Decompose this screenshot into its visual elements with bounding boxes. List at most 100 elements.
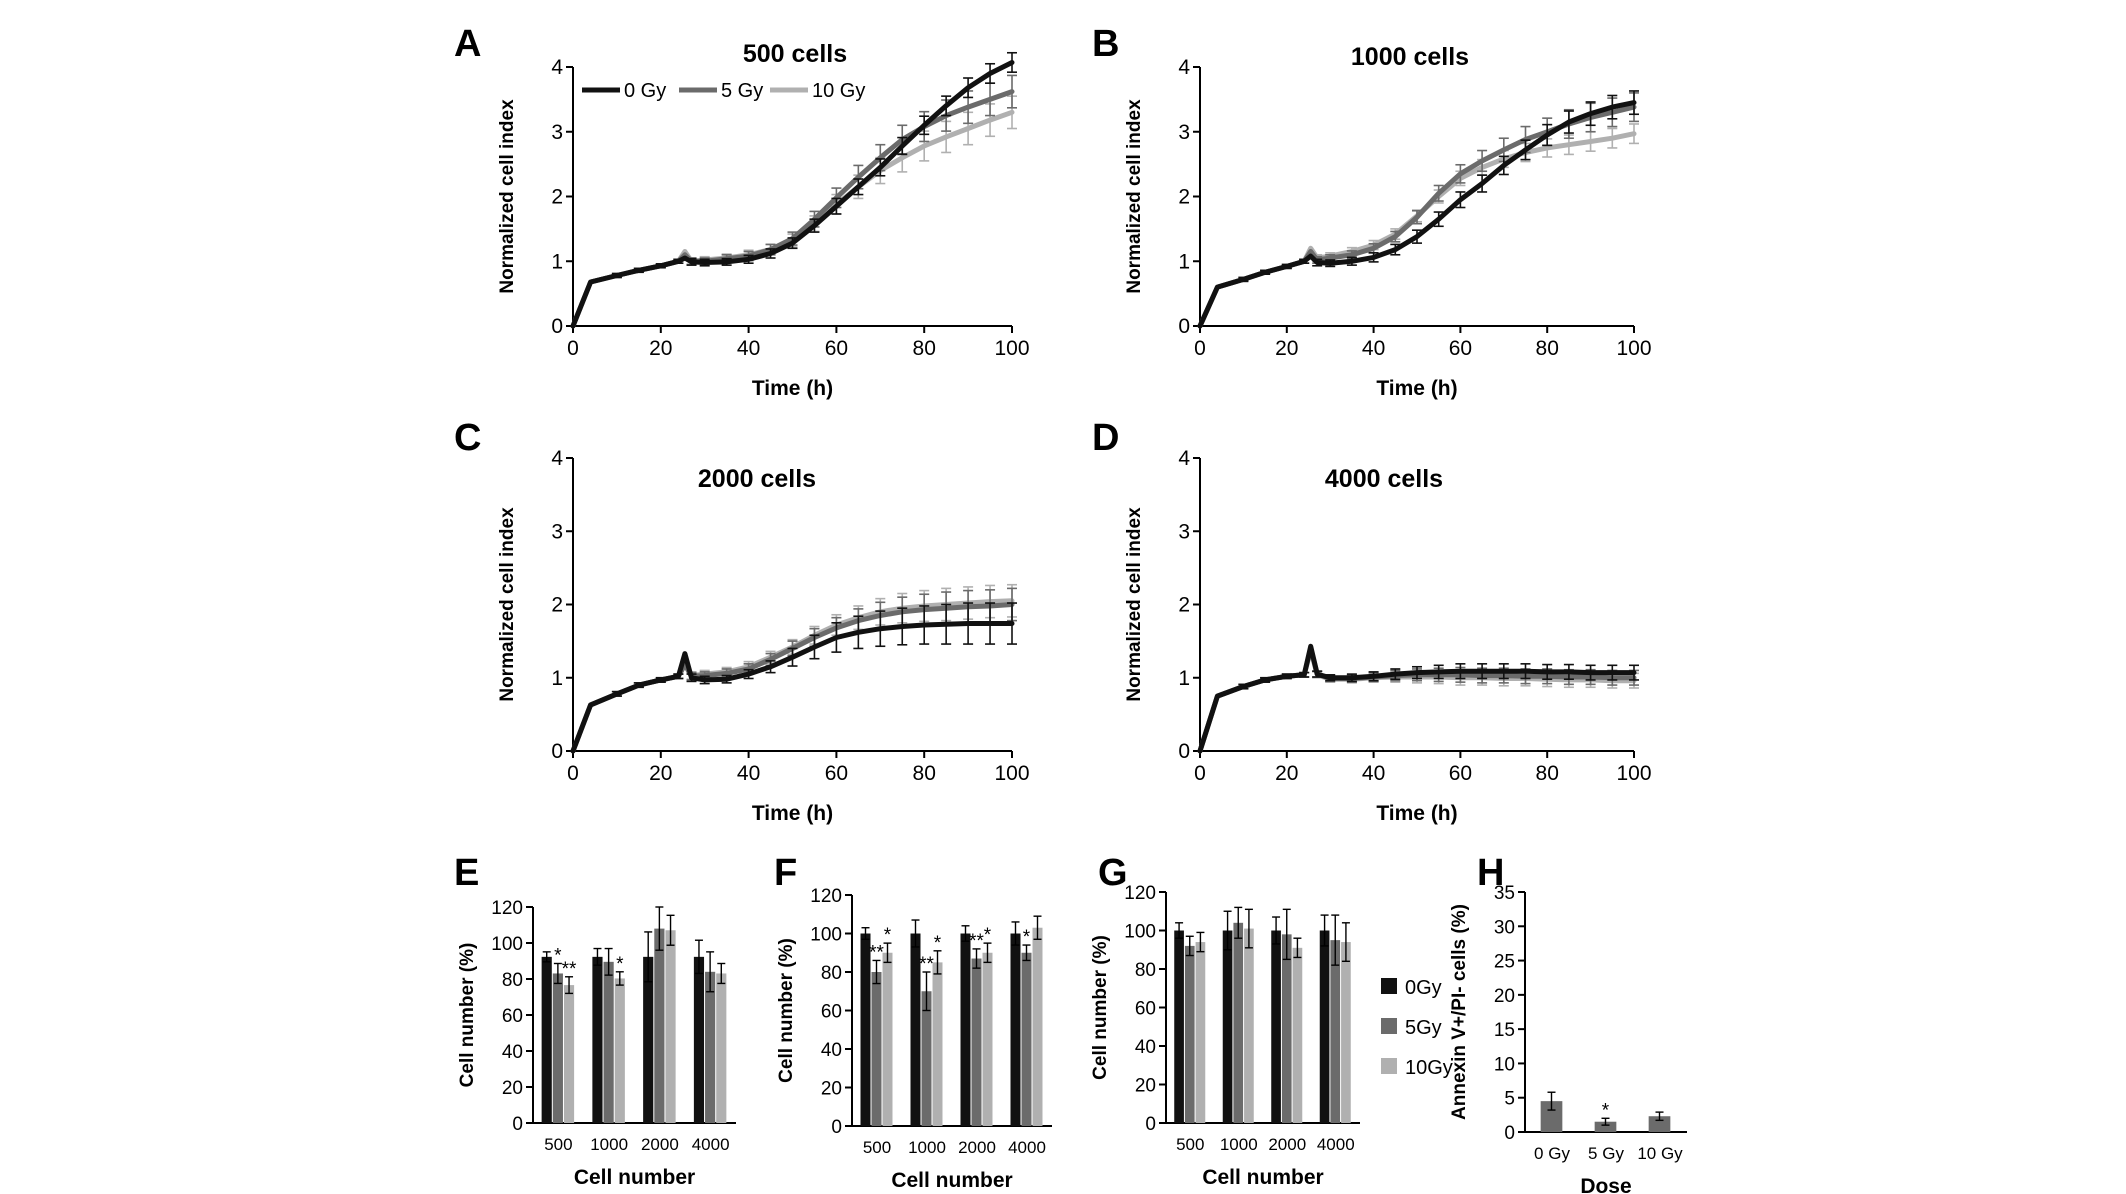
panel-letter: D <box>1092 417 1119 459</box>
bar <box>971 958 982 1126</box>
chart-title: 1000 cells <box>1351 43 1469 71</box>
y-tick-label: 20 <box>1135 1076 1156 1097</box>
x-axis-title: Cell number <box>574 1166 695 1189</box>
bar <box>1184 945 1195 1123</box>
x-tick-label: 40 <box>1362 762 1385 785</box>
y-tick-label: 1 <box>551 250 563 273</box>
y-tick-label: 0 <box>1145 1114 1156 1135</box>
bar-series <box>882 915 1043 1126</box>
panel-g: 0 20 40 60 80 100 120 Cell number Cell number (%… <box>1090 852 1453 1189</box>
series-10gy <box>1197 123 1639 329</box>
significance-marker: ** <box>869 942 884 963</box>
y-tick-label: 0 <box>1178 740 1190 763</box>
chart-title: 4000 cells <box>1325 465 1443 493</box>
legend-label: 0Gy <box>1405 977 1442 999</box>
x-tick-label: 4000 <box>1317 1135 1355 1154</box>
x-tick-label: 20 <box>1275 337 1298 360</box>
y-tick-label: 100 <box>491 934 523 955</box>
bar <box>960 933 971 1126</box>
y-axis-title: Annexin V+/PI- cells (%) <box>1449 904 1470 1120</box>
bar <box>1010 933 1021 1126</box>
y-tick-label: 60 <box>502 1006 523 1027</box>
series-line <box>1197 100 1637 329</box>
y-tick-label: 0 <box>551 740 563 763</box>
y-tick-label: 4 <box>551 447 563 470</box>
y-axis-title: Normalized cell index <box>497 99 518 294</box>
bar <box>603 961 614 1123</box>
x-tick-label: 5 Gy <box>1588 1144 1624 1163</box>
y-tick-label: 80 <box>821 963 842 984</box>
y-tick-label: 35 <box>1494 883 1515 904</box>
y-axis-title: Normalized cell index <box>497 507 518 702</box>
series-0gy <box>570 602 1017 754</box>
x-axis-title: Dose <box>1580 1175 1631 1194</box>
x-tick-label: 1000 <box>908 1138 946 1157</box>
significance-marker: * <box>984 925 992 946</box>
x-tick-label: 80 <box>1536 762 1559 785</box>
y-tick-label: 80 <box>502 970 523 991</box>
significance-marker: * <box>554 945 562 966</box>
bar <box>1540 1101 1563 1132</box>
series-0gy <box>1197 643 1639 754</box>
panel-letter: C <box>454 417 481 459</box>
bar <box>705 971 716 1123</box>
x-tick-label: 20 <box>1275 762 1298 785</box>
x-tick-label: 40 <box>737 762 760 785</box>
bar <box>693 956 705 1123</box>
y-axis-title: Cell number (%) <box>776 938 797 1083</box>
y-tick-label: 20 <box>821 1079 842 1100</box>
y-axis-title: Cell number (%) <box>457 943 478 1088</box>
bar <box>932 962 943 1126</box>
bar <box>910 933 921 1126</box>
panel-letter: H <box>1477 852 1504 894</box>
series-line <box>570 621 1015 754</box>
chart-title: 500 cells <box>743 40 847 68</box>
series-line <box>1197 643 1637 754</box>
y-tick-label: 0 <box>831 1117 842 1138</box>
bar <box>1341 942 1351 1123</box>
y-tick-label: 60 <box>821 1002 842 1023</box>
x-tick-label: 100 <box>994 337 1029 360</box>
bar <box>1594 1121 1617 1132</box>
panel-letter: F <box>774 852 797 894</box>
panel-f: 0 20 40 60 80 100 120 Cell number Cell number (%… <box>774 852 1052 1192</box>
y-tick-label: 1 <box>1178 250 1190 273</box>
x-axis-title: Cell number <box>891 1169 1012 1192</box>
bar <box>541 956 552 1123</box>
x-tick-label: 100 <box>1616 337 1651 360</box>
significance-marker: * <box>1602 1100 1610 1121</box>
y-tick-label: 15 <box>1494 1020 1515 1041</box>
significance-marker: ** <box>919 954 934 975</box>
y-tick-label: 100 <box>1124 922 1156 943</box>
bar-series <box>1184 906 1341 1123</box>
bar <box>716 973 727 1123</box>
x-tick-label: 1000 <box>1220 1135 1258 1154</box>
bar <box>1292 947 1303 1123</box>
bar <box>860 933 871 1126</box>
x-tick-label: 2000 <box>958 1138 996 1157</box>
bar-series <box>1174 910 1330 1123</box>
panel-letter: A <box>454 23 481 65</box>
bar-series <box>1195 908 1351 1123</box>
significance-marker: * <box>884 925 892 946</box>
y-tick-label: 2 <box>551 594 563 617</box>
x-axis-title: Time (h) <box>1376 802 1457 825</box>
bar <box>643 956 654 1123</box>
y-tick-label: 4 <box>1178 447 1190 470</box>
y-tick-label: 120 <box>491 898 523 919</box>
y-tick-label: 3 <box>1178 121 1190 144</box>
bar <box>1244 928 1254 1123</box>
y-tick-label: 0 <box>512 1114 523 1135</box>
y-tick-label: 1 <box>551 667 563 690</box>
y-tick-label: 20 <box>502 1078 523 1099</box>
y-tick-label: 3 <box>551 121 563 144</box>
x-tick-label: 0 <box>567 762 579 785</box>
bar <box>982 952 993 1126</box>
significance-marker: * <box>934 933 942 954</box>
y-tick-label: 2 <box>1178 186 1190 209</box>
bar <box>1032 927 1043 1126</box>
legend-swatch <box>1381 1058 1397 1074</box>
x-tick-label: 0 <box>567 337 579 360</box>
y-axis-title: Cell number (%) <box>1090 935 1111 1080</box>
